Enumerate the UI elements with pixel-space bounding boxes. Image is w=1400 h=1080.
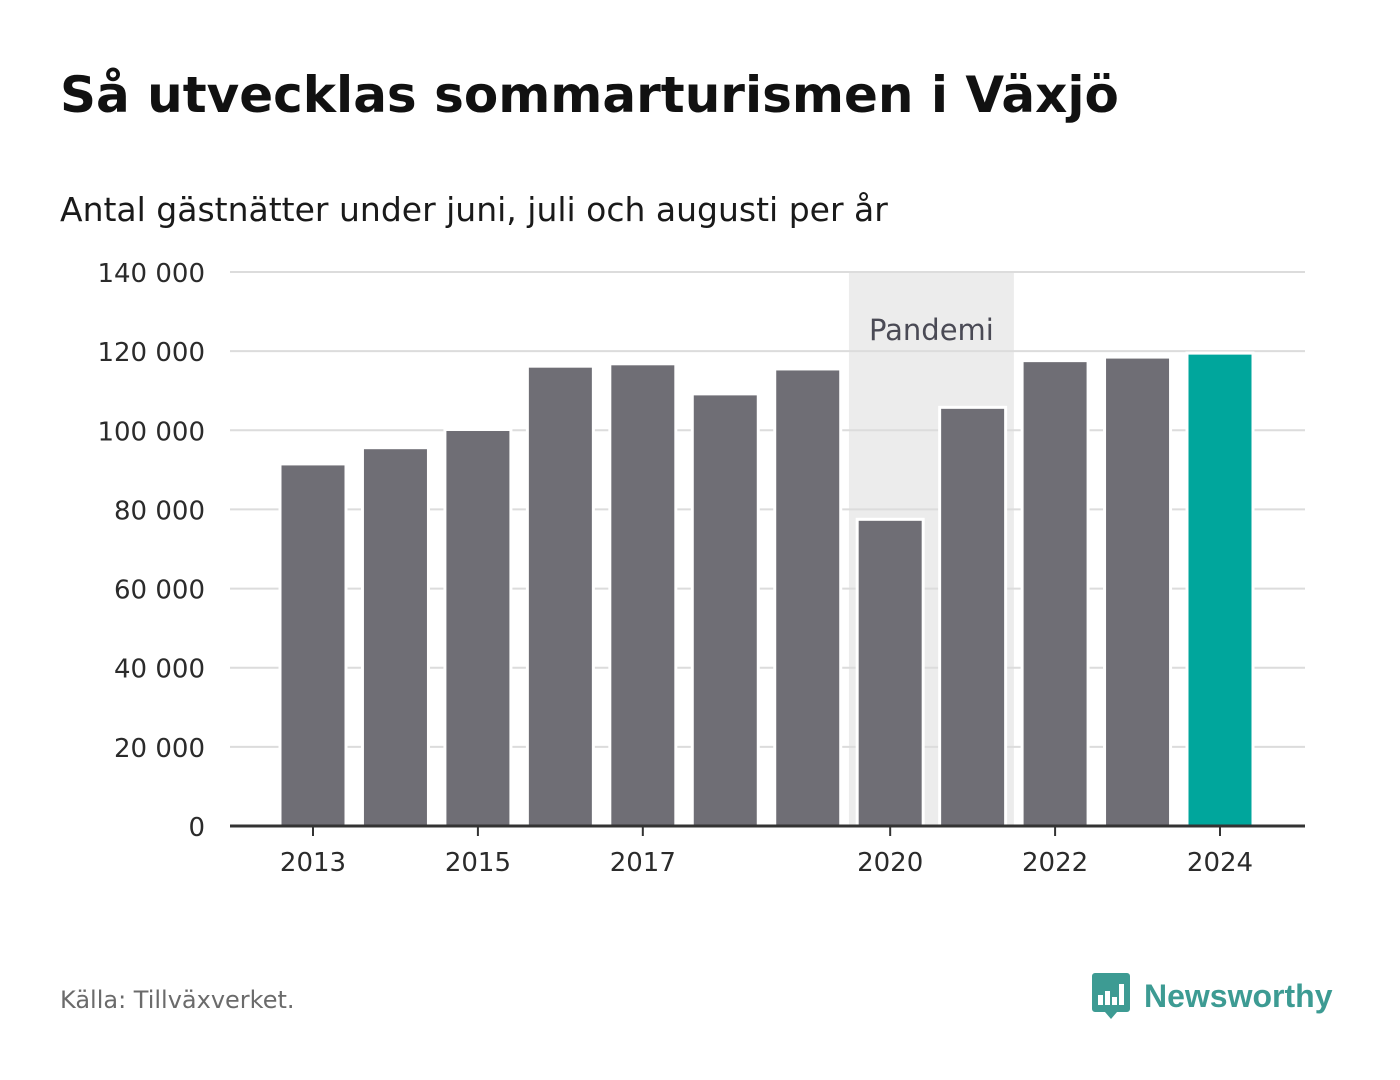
bar-2015	[443, 427, 513, 828]
bar-2014	[360, 446, 430, 828]
y-tick-label: 20 000	[114, 734, 205, 764]
x-tick-label: 2015	[445, 848, 511, 878]
x-tick-label: 2024	[1187, 848, 1253, 878]
bar-2022	[1020, 359, 1090, 828]
bars	[278, 351, 1255, 828]
x-tick-label: 2020	[857, 848, 923, 878]
x-tick-label: 2013	[280, 848, 346, 878]
bar-chart: 0 20 000 40 000 60 000 80 000 100 000 120 000 1…	[97, 259, 1305, 878]
axes	[230, 824, 1305, 836]
x-tick-label: 2017	[610, 848, 676, 878]
bar-2017	[608, 362, 678, 828]
brand-name: Newsworthy	[1144, 977, 1333, 1014]
bar-2018	[690, 392, 760, 828]
x-tick-label: 2022	[1022, 848, 1088, 878]
bar-2020	[855, 517, 925, 828]
labels: 0 20 000 40 000 60 000 80 000 100 000 120 000 1…	[97, 259, 1253, 878]
bar-2013	[278, 462, 348, 828]
y-tick-label: 0	[188, 813, 205, 843]
source-note: Källa: Tillväxverket.	[60, 986, 295, 1014]
y-tick-label: 100 000	[97, 417, 205, 447]
bar-chart-speech-bubble-icon	[1092, 973, 1130, 1019]
brand-logo: Newsworthy	[1090, 970, 1332, 1022]
chart-title: Så utvecklas sommarturismen i Växjö	[60, 66, 1119, 124]
bar-2023	[1103, 355, 1173, 828]
bar-2019	[773, 367, 843, 828]
y-tick-label: 120 000	[97, 338, 205, 368]
y-tick-label: 80 000	[114, 496, 205, 526]
bar-2016	[525, 364, 595, 828]
bar-2021	[938, 405, 1008, 828]
y-tick-label: 40 000	[114, 655, 205, 685]
y-tick-label: 140 000	[97, 259, 205, 289]
y-tick-label: 60 000	[114, 576, 205, 606]
bar-2024	[1185, 351, 1255, 828]
chart-subtitle: Antal gästnätter under juni, juli och au…	[60, 190, 888, 229]
pandemic-label: Pandemi	[869, 313, 994, 347]
